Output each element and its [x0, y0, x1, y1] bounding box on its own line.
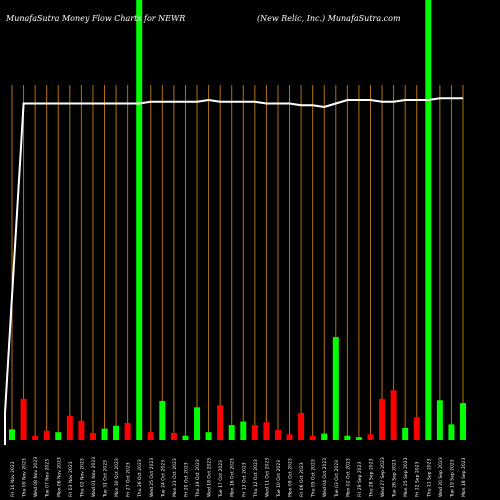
- x-tick-label: Tue 19 Sep 2023: [449, 459, 455, 498]
- money-flow-bar: [425, 0, 432, 440]
- money-flow-bar: [436, 400, 443, 440]
- money-flow-bar: [32, 435, 39, 440]
- money-flow-bar: [217, 405, 224, 440]
- money-flow-bar: [344, 435, 351, 440]
- money-flow-bar: [194, 407, 201, 440]
- x-tick-label: Thu 02 Nov 2023: [79, 458, 85, 498]
- x-tick-label: Wed 04 Oct 2023: [322, 458, 328, 497]
- x-tick-label: Fri 27 Oct 2023: [126, 462, 132, 497]
- money-flow-bar: [286, 434, 293, 440]
- x-tick-label: Mon 30 Oct 2023: [114, 458, 120, 497]
- money-flow-bar: [159, 400, 166, 440]
- x-tick-label: Tue 24 Oct 2023: [160, 460, 166, 498]
- money-flow-bar: [379, 398, 386, 440]
- x-tick-label: Wed 20 Sep 2023: [438, 457, 444, 497]
- money-flow-bar: [367, 434, 374, 440]
- money-flow-bar: [228, 425, 235, 440]
- x-tick-label: Fri 29 Sep 2023: [357, 462, 363, 497]
- money-flow-bar: [448, 424, 455, 440]
- x-tick-label: Mon 02 Oct 2023: [345, 458, 351, 497]
- money-flow-bar: [460, 403, 466, 440]
- x-tick-label: Mon 18 Sep 2023: [461, 457, 467, 497]
- money-flow-bar: [298, 413, 305, 440]
- x-tick-label: Thu 26 Oct 2023: [137, 459, 143, 498]
- money-flow-bar: [78, 420, 85, 440]
- x-tick-label: Tue 17 Oct 2023: [218, 460, 224, 498]
- bar-series: [9, 0, 466, 440]
- money-flow-bar: [402, 427, 409, 440]
- x-tick-label: Tue 03 Oct 2023: [334, 460, 340, 498]
- x-tick-label: Thu 12 Oct 2023: [253, 459, 259, 498]
- money-flow-bar: [101, 428, 108, 440]
- money-flow-bar: [263, 422, 270, 440]
- money-flow-bar: [332, 337, 339, 440]
- money-flow-bar: [355, 437, 362, 440]
- money-flow-bar: [390, 390, 397, 440]
- x-tick-label: Wed 27 Sep 2023: [380, 457, 386, 497]
- money-flow-bar: [89, 432, 96, 440]
- money-flow-bar: [274, 430, 281, 440]
- money-flow-bar: [66, 415, 73, 440]
- money-flow-line: [4, 97, 463, 445]
- money-flow-bar: [251, 425, 258, 440]
- chart-title-left: MunafaSutra Money Flow Charts for NEWR: [5, 14, 185, 23]
- x-tick-label: Fri 03 Nov 2023: [68, 461, 74, 497]
- x-tick-label: Thu 05 Oct 2023: [311, 459, 317, 498]
- chart-title-right: (New Relic, Inc.) MunafaSutra.com: [257, 14, 401, 23]
- money-flow-bar: [43, 430, 50, 440]
- x-tick-label: Tue 31 Oct 2023: [103, 460, 109, 498]
- money-flow-bar: [182, 435, 189, 440]
- x-tick-label: Thu 21 Sep 2023: [426, 458, 432, 498]
- x-tick-label: Mon 16 Oct 2023: [230, 458, 236, 497]
- money-flow-bar: [147, 432, 154, 440]
- x-tick-label: Thu 28 Sep 2023: [368, 458, 374, 498]
- x-tick-label: Wed 18 Oct 2023: [207, 458, 213, 497]
- x-tick-label: Fri 06 Oct 2023: [299, 462, 305, 497]
- x-tick-label: Mon 25 Sep 2023: [403, 457, 409, 497]
- grid-lines: [11, 85, 464, 440]
- money-flow-bar: [413, 417, 420, 440]
- x-tick-label: Thu 09 Nov 2023: [22, 458, 28, 498]
- x-tick-label: Wed 01 Nov 2023: [91, 457, 97, 497]
- money-flow-bar: [124, 422, 131, 440]
- x-tick-label: Tue 10 Oct 2023: [276, 460, 282, 498]
- x-tick-label: Thu 19 Oct 2023: [195, 459, 201, 498]
- money-flow-bar: [309, 435, 316, 440]
- x-tick-label: Fri 13 Oct 2023: [241, 462, 247, 497]
- money-flow-bar: [321, 433, 328, 440]
- money-flow-bar: [20, 398, 27, 440]
- money-flow-bar: [55, 432, 62, 440]
- money-flow-bar: [9, 429, 15, 440]
- x-tick-label: Wed 08 Nov 2023: [33, 457, 39, 497]
- money-flow-bar: [113, 425, 120, 440]
- x-tick-label: Mon 23 Oct 2023: [172, 458, 178, 497]
- money-flow-bar: [240, 421, 247, 440]
- money-flow-bar: [170, 432, 177, 440]
- x-tick-label: Mon 06 Nov 2023: [56, 457, 62, 497]
- x-tick-label: Tue 26 Sep 2023: [392, 459, 398, 498]
- x-tick-label: Tue 07 Nov 2023: [45, 459, 51, 498]
- money-flow-bar: [136, 0, 143, 440]
- x-tick-label: Fri 20 Oct 2023: [183, 462, 189, 497]
- x-tick-label: Fri 22 Sep 2023: [415, 462, 421, 497]
- x-axis-labels: Fri 10 Nov 2023 Thu 09 Nov 2023 Wed 08 Nov…: [10, 457, 467, 498]
- money-flow-bar: [205, 432, 212, 440]
- x-tick-label: Wed 11 Oct 2023: [264, 458, 270, 497]
- x-tick-label: Fri 10 Nov 2023: [10, 461, 16, 497]
- x-tick-label: Mon 09 Oct 2023: [288, 458, 294, 497]
- x-tick-label: Wed 25 Oct 2023: [149, 458, 155, 497]
